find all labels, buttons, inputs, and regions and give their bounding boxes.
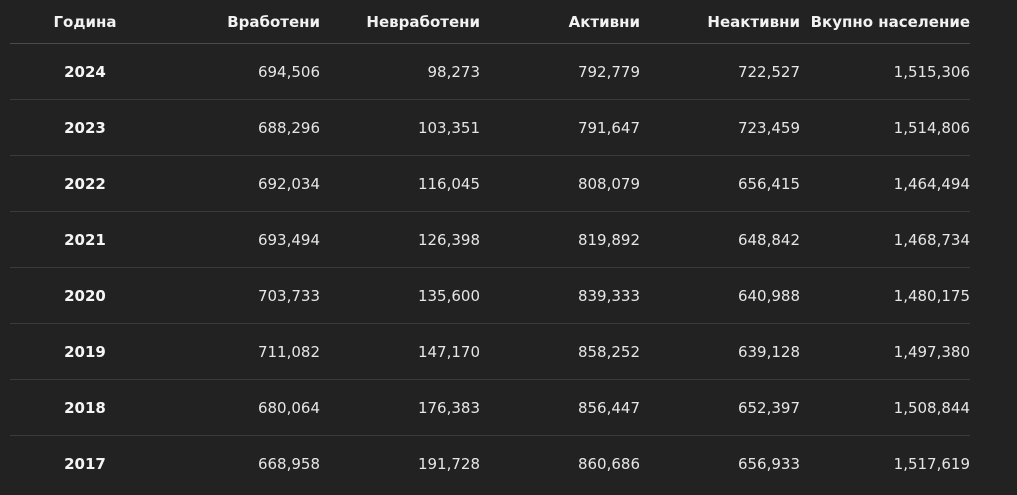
cell-inactive: 656,933	[737, 454, 800, 473]
cell-active: 856,447	[480, 379, 640, 436]
table-row: 2021 693,494 126,398 819,892 648,842 1,4…	[10, 211, 970, 268]
table-row: 2020 703,733 135,600 839,333 640,988 1,4…	[10, 267, 970, 324]
table-row: 2022 692,034 116,045 808,079 656,415 1,4…	[10, 155, 970, 212]
cell-employed: 703,733	[160, 267, 320, 324]
cell-total-population: 1,515,306	[800, 43, 970, 100]
column-header-inactive[interactable]: Неактивни	[640, 0, 800, 44]
table-row: 2019 711,082 147,170 858,252 639,128 1,4…	[10, 323, 970, 380]
cell-year: 2022	[10, 155, 160, 212]
cell-unemployed: 176,383	[320, 379, 480, 436]
cell-unemployed: 147,170	[320, 323, 480, 380]
cell-unemployed: 116,045	[320, 155, 480, 212]
cell-inactive: 722,527	[640, 43, 800, 100]
cell-active: 860,686	[577, 454, 640, 473]
cell-employed: 711,082	[160, 323, 320, 380]
cell-year: 2023	[10, 99, 160, 156]
cell-employed: 693,494	[160, 211, 320, 268]
cell-employed: 680,064	[160, 379, 320, 436]
table-header: Година Вработени Невработени Активни Неа…	[10, 0, 970, 44]
cell-inactive: 723,459	[640, 99, 800, 156]
cell-employed: 692,034	[160, 155, 320, 212]
cell-active: 791,647	[480, 99, 640, 156]
labor-force-table-container: Година Вработени Невработени Активни Неа…	[10, 0, 970, 491]
cell-unemployed: 126,398	[320, 211, 480, 268]
table-row: 2023 688,296 103,351 791,647 723,459 1,5…	[10, 99, 970, 156]
cell-inactive: 640,988	[640, 267, 800, 324]
column-header-unemployed[interactable]: Невработени	[320, 0, 480, 44]
cell-year: 2017	[64, 454, 106, 473]
cell-active: 858,252	[480, 323, 640, 380]
header-row: Година Вработени Невработени Активни Неа…	[10, 0, 970, 44]
cell-employed: 694,506	[160, 43, 320, 100]
cell-inactive: 652,397	[640, 379, 800, 436]
table-row: 2017 668,958 191,728 860,686 656,933 1,5…	[10, 436, 970, 492]
cell-employed: 668,958	[257, 454, 320, 473]
table-row: 2024 694,506 98,273 792,779 722,527 1,51…	[10, 43, 970, 100]
cell-active: 819,892	[480, 211, 640, 268]
cell-inactive: 639,128	[640, 323, 800, 380]
cell-employed: 688,296	[160, 99, 320, 156]
cell-total-population: 1,517,619	[893, 454, 970, 473]
cell-total-population: 1,464,494	[800, 155, 970, 212]
labor-force-table: Година Вработени Невработени Активни Неа…	[10, 0, 970, 491]
column-header-active[interactable]: Активни	[480, 0, 640, 44]
cell-year: 2019	[10, 323, 160, 380]
cell-inactive: 656,415	[640, 155, 800, 212]
cell-total-population: 1,514,806	[800, 99, 970, 156]
cell-unemployed: 191,728	[417, 454, 480, 473]
column-header-year[interactable]: Година	[10, 0, 160, 44]
cell-year: 2020	[10, 267, 160, 324]
cell-total-population: 1,480,175	[800, 267, 970, 324]
cell-active: 839,333	[480, 267, 640, 324]
cell-unemployed: 103,351	[320, 99, 480, 156]
cell-inactive: 648,842	[640, 211, 800, 268]
cell-active: 792,779	[480, 43, 640, 100]
table-body: 2024 694,506 98,273 792,779 722,527 1,51…	[10, 43, 970, 492]
cell-total-population: 1,497,380	[800, 323, 970, 380]
cell-active: 808,079	[480, 155, 640, 212]
cell-year: 2024	[10, 43, 160, 100]
cell-year: 2018	[10, 379, 160, 436]
column-header-employed[interactable]: Вработени	[160, 0, 320, 44]
cell-total-population: 1,468,734	[800, 211, 970, 268]
cell-unemployed: 135,600	[320, 267, 480, 324]
cell-unemployed: 98,273	[320, 43, 480, 100]
table-row: 2018 680,064 176,383 856,447 652,397 1,5…	[10, 379, 970, 436]
column-header-total-population[interactable]: Вкупно население	[800, 0, 970, 44]
cell-year: 2021	[10, 211, 160, 268]
cell-total-population: 1,508,844	[800, 379, 970, 436]
